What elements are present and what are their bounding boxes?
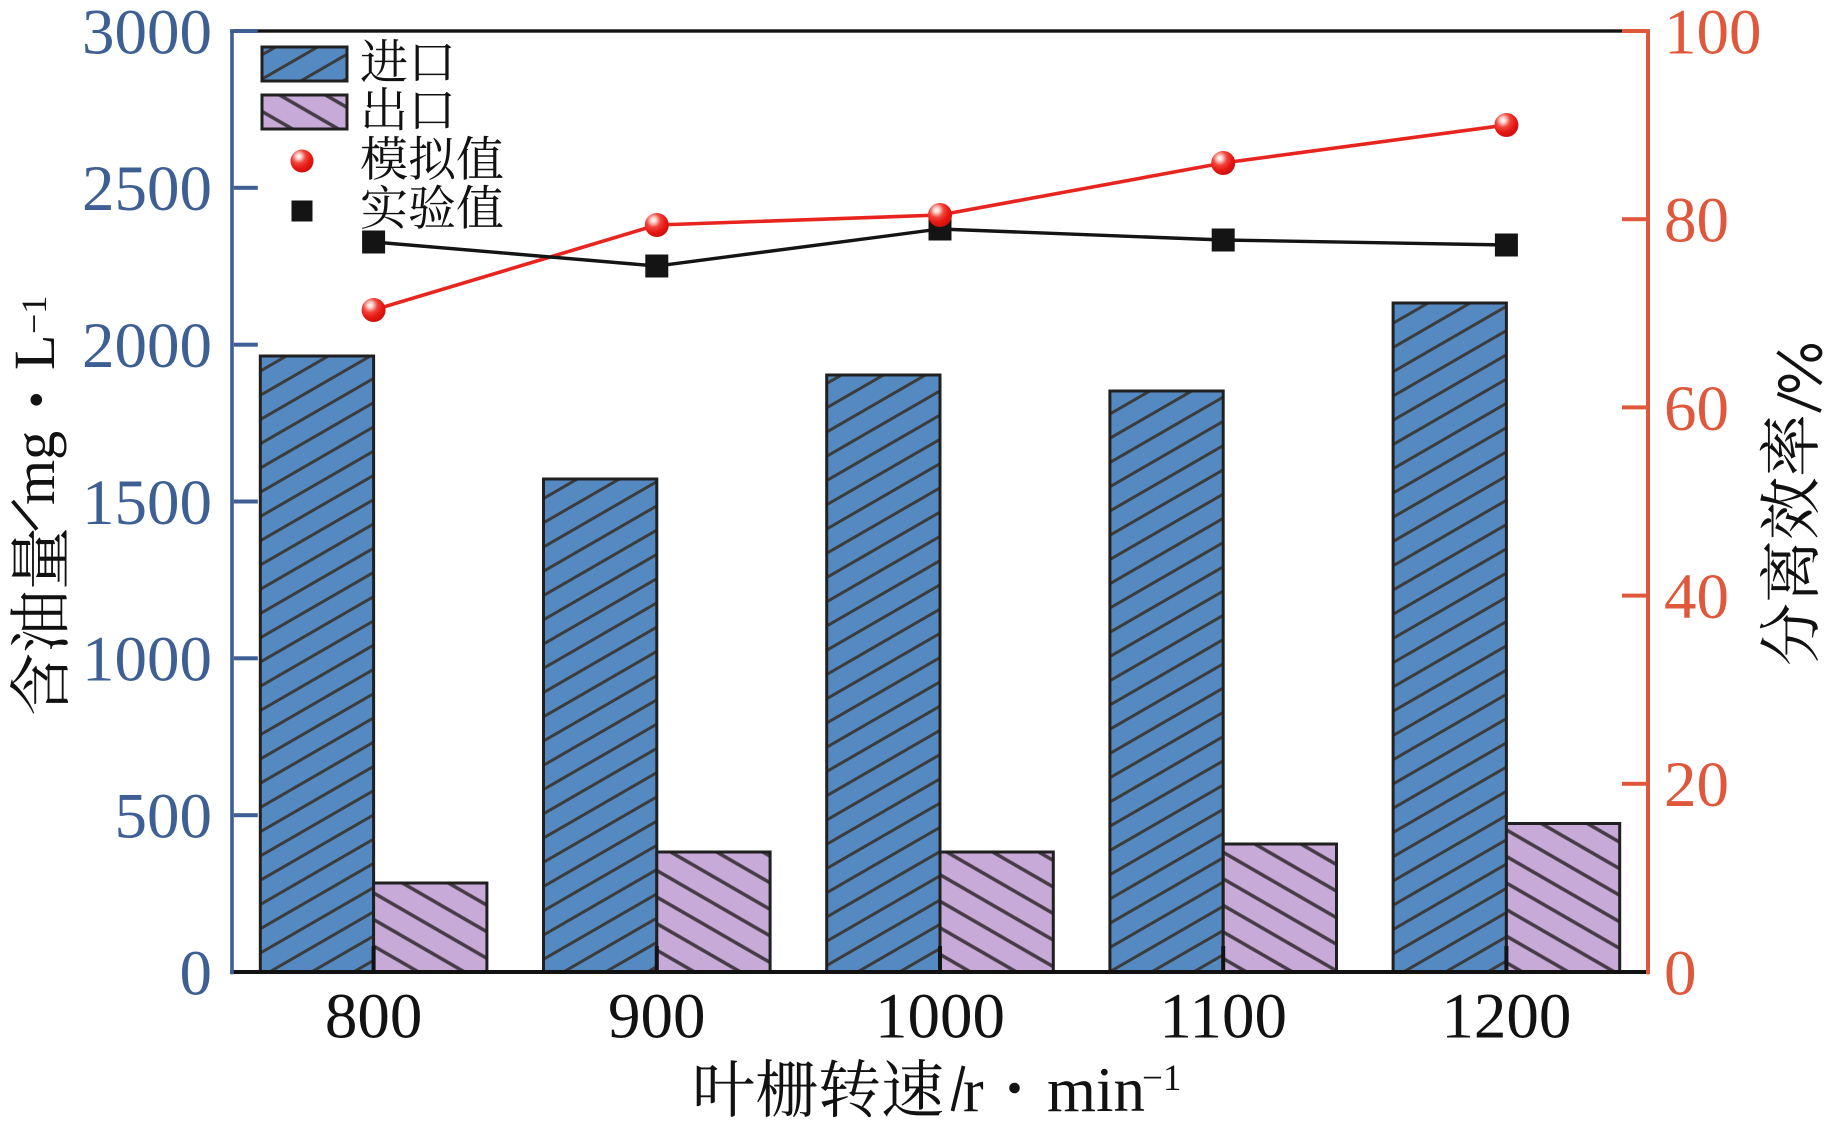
svg-text:1000: 1000	[875, 980, 1005, 1052]
svg-text:60: 60	[1664, 373, 1729, 445]
svg-text:1100: 1100	[1159, 980, 1287, 1052]
svg-text:1000: 1000	[82, 624, 212, 696]
svg-text:−1: −1	[14, 296, 54, 334]
svg-text:1200: 1200	[1441, 980, 1571, 1052]
svg-text:L: L	[2, 335, 67, 370]
svg-text:80: 80	[1664, 185, 1729, 257]
svg-text:r: r	[963, 1057, 984, 1125]
svg-text:mg: mg	[2, 431, 67, 505]
svg-text:2000: 2000	[82, 310, 212, 382]
svg-text:900: 900	[608, 980, 706, 1052]
svg-text:500: 500	[115, 781, 213, 853]
svg-text:40: 40	[1664, 561, 1729, 633]
svg-text:min: min	[1047, 1055, 1145, 1125]
svg-text:20: 20	[1664, 749, 1729, 821]
svg-text:0: 0	[180, 937, 213, 1009]
svg-text:800: 800	[325, 980, 423, 1052]
svg-text:2500: 2500	[82, 153, 212, 225]
svg-text:100: 100	[1664, 0, 1762, 68]
svg-text:1500: 1500	[82, 467, 212, 539]
svg-text:0: 0	[1664, 937, 1697, 1009]
svg-text:3000: 3000	[82, 0, 212, 68]
svg-text:−1: −1	[1142, 1058, 1181, 1099]
